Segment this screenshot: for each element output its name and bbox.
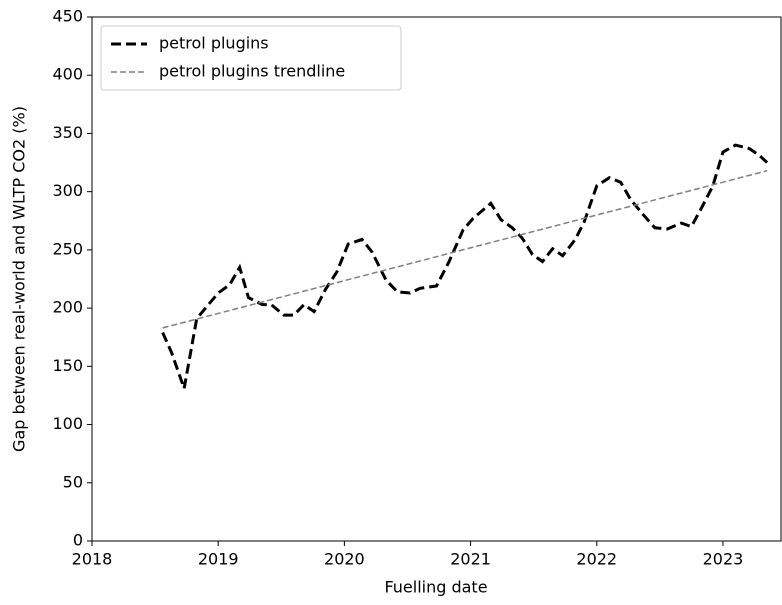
y-tick-label: 350	[52, 123, 83, 142]
x-tick-label: 2018	[72, 550, 113, 569]
x-tick-label: 2021	[450, 550, 491, 569]
y-tick-label: 0	[73, 531, 83, 550]
y-tick-label: 150	[52, 356, 83, 375]
y-tick-label: 250	[52, 239, 83, 258]
y-axis-label: Gap between real-world and WLTP CO2 (%)	[10, 106, 29, 452]
y-tick-label: 50	[63, 472, 83, 491]
data-line	[162, 169, 768, 329]
x-tick-label: 2023	[703, 550, 744, 569]
legend-box	[100, 25, 402, 91]
y-tick-label: 100	[52, 414, 83, 433]
y-tick-label: 450	[52, 7, 83, 26]
y-tick-label: 300	[52, 181, 83, 200]
plot-frame	[91, 16, 782, 542]
data-line	[161, 143, 769, 395]
y-tick-label: 400	[52, 65, 83, 84]
legend-label: petrol plugins trendline	[159, 62, 345, 81]
x-axis-label: Fuelling date	[384, 578, 487, 597]
x-tick-label: 2022	[576, 550, 617, 569]
y-tick-label: 200	[52, 298, 83, 317]
x-tick-label: 2020	[324, 550, 365, 569]
x-tick-label: 2019	[198, 550, 239, 569]
legend-label: petrol plugins	[159, 34, 269, 53]
